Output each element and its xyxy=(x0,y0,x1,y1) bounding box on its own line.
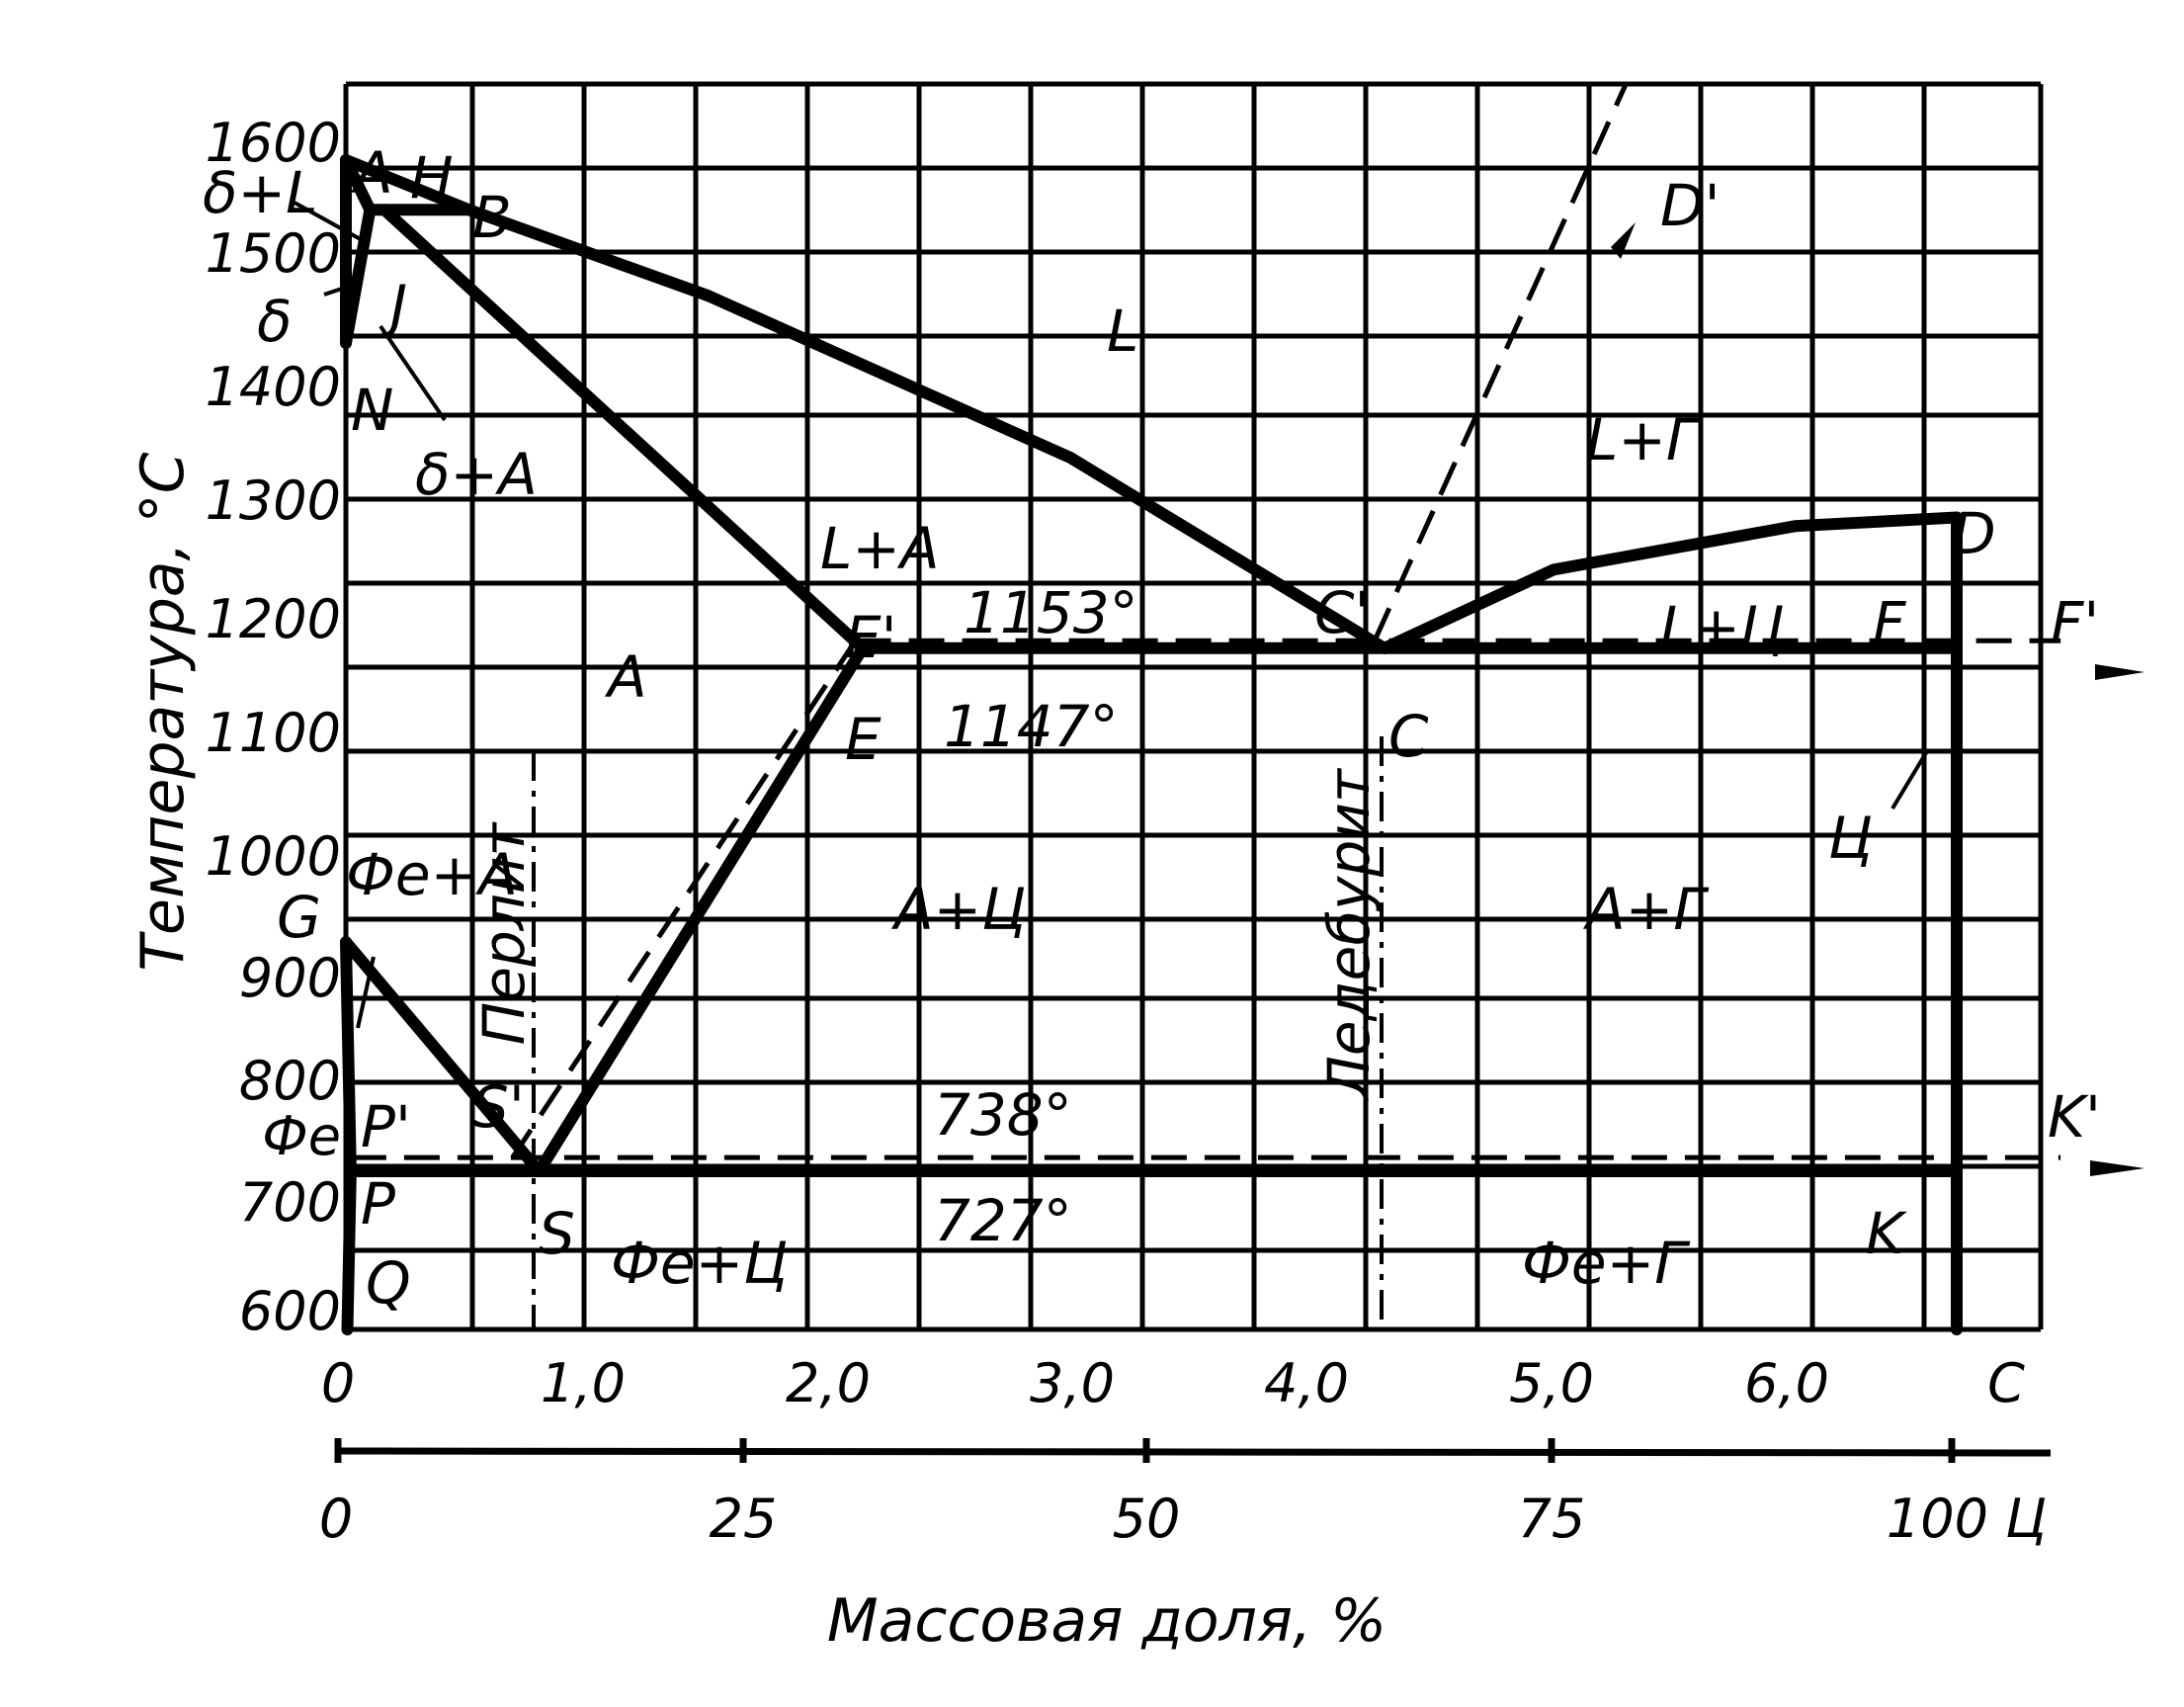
point-label-k-prime: K' xyxy=(2048,1083,2101,1151)
x-cementite-tick-labels: 0 25 50 75 100 Ц xyxy=(319,1488,2047,1550)
x-tick-c: C xyxy=(1987,1352,2025,1414)
temp-annotation-1147: 1147° xyxy=(944,693,1119,760)
xc-tick-0: 0 xyxy=(319,1488,353,1550)
region-label-delta-a: δ+A xyxy=(415,441,538,508)
phase-boundaries xyxy=(340,153,1963,1335)
region-label-a-c: A+Ц xyxy=(890,876,1026,943)
point-label-p-prime: P' xyxy=(361,1093,411,1160)
leader-cementite xyxy=(1890,749,1929,811)
arrow-f-prime xyxy=(2095,664,2144,680)
point-label-e: E xyxy=(845,706,882,773)
x-tick-2: 2,0 xyxy=(786,1352,871,1414)
region-label-l: L xyxy=(1107,298,1138,365)
point-label-e-prime: E' xyxy=(845,604,897,671)
y-tick-1600: 1600 xyxy=(206,112,341,174)
point-label-f: F xyxy=(1873,589,1907,656)
metastable-lines xyxy=(350,82,2061,1160)
y-tick-900: 900 xyxy=(239,947,341,1009)
line-gamma-alpha-gs xyxy=(340,936,546,1177)
region-label-l-a: L+A xyxy=(820,515,940,582)
x-tick-6: 6,0 xyxy=(1744,1352,1829,1414)
line-c-prime-d-prime xyxy=(1372,82,1629,642)
y-tick-labels: 1600 1500 1400 1300 1200 1100 1000 900 8… xyxy=(206,112,341,1342)
point-label-c: C xyxy=(1388,703,1429,770)
x-tick-0: 0 xyxy=(321,1352,355,1414)
y-tick-1300: 1300 xyxy=(206,469,341,532)
temp-annotation-1153: 1153° xyxy=(964,579,1138,646)
point-label-d-prime: D' xyxy=(1660,172,1721,239)
region-label-l-c: L+Ц xyxy=(1660,594,1785,661)
temp-annotation-738: 738° xyxy=(934,1081,1072,1149)
leader-delta-l xyxy=(294,201,367,244)
point-label-q: Q xyxy=(366,1249,411,1317)
arrow-k-prime xyxy=(2090,1160,2144,1176)
y-tick-1000: 1000 xyxy=(206,825,341,888)
point-label-h: H xyxy=(410,144,454,212)
point-labels: A H B J N E E' C C' D D' F F' G P P' Q S… xyxy=(277,139,2101,1317)
point-label-c-prime: C' xyxy=(1314,579,1370,646)
leader-fe-a xyxy=(356,956,376,1029)
y-tick-1100: 1100 xyxy=(206,702,341,764)
point-label-n: N xyxy=(351,377,393,444)
region-label-delta-l: δ+L xyxy=(203,159,317,226)
structure-label-ledeburite: Ледебурит xyxy=(1315,767,1383,1101)
x-tick-3: 3,0 xyxy=(1030,1352,1115,1414)
y-tick-1400: 1400 xyxy=(206,356,341,418)
temp-annotation-727: 727° xyxy=(934,1187,1072,1254)
arrow-d-prime xyxy=(1611,222,1636,259)
region-label-delta: δ xyxy=(257,288,293,355)
line-liquidus-abc xyxy=(340,153,1390,654)
region-label-fe-c: Фе+Ц xyxy=(611,1230,788,1297)
line-solidus-je xyxy=(378,204,869,654)
point-label-a: A xyxy=(350,139,393,207)
region-label-fe-a: Фе+A xyxy=(346,841,518,908)
region-label-l-g: L+Г xyxy=(1586,406,1703,473)
point-label-b: B xyxy=(472,184,512,251)
x-tick-1: 1,0 xyxy=(541,1352,626,1414)
xc-tick-25: 25 xyxy=(710,1488,778,1550)
point-label-s: S xyxy=(539,1200,575,1267)
structure-label-pearlite: Перлит xyxy=(470,820,538,1045)
region-label-fe-g: Фе+Г xyxy=(1522,1230,1691,1297)
line-gp xyxy=(340,936,357,1177)
line-solvus-es xyxy=(533,641,869,1177)
y-tick-1200: 1200 xyxy=(206,588,341,650)
xc-tick-100: 100 Ц xyxy=(1887,1488,2047,1550)
region-labels: L L+Г L+A L+Ц A A+Ц A+Г Фе+A Фе+Ц Фе+Г δ… xyxy=(203,159,1873,1297)
region-label-cementite: Ц xyxy=(1828,805,1873,872)
y-tick-700: 700 xyxy=(239,1171,341,1234)
xc-tick-50: 50 xyxy=(1113,1488,1181,1550)
region-label-a-g: A+Г xyxy=(1582,876,1710,943)
x-tick-5: 5,0 xyxy=(1509,1352,1594,1414)
x-carbon-tick-labels: 0 1,0 2,0 3,0 4,0 5,0 6,0 C xyxy=(321,1352,2025,1414)
point-label-d: D xyxy=(1952,500,1996,567)
leader-delta xyxy=(323,283,355,297)
xc-tick-75: 75 xyxy=(1518,1488,1586,1550)
y-axis-title: Температура, °С xyxy=(128,452,198,971)
y-tick-1500: 1500 xyxy=(206,222,341,285)
y-tick-fe: Фе xyxy=(262,1105,341,1167)
x-axis-title: Массовая доля, % xyxy=(827,1586,1386,1656)
leader-delta-a xyxy=(378,324,447,422)
point-label-k: K xyxy=(1866,1200,1907,1267)
grid xyxy=(343,81,2044,1332)
line-liquidus-cd xyxy=(1378,511,1963,654)
region-label-a: A xyxy=(604,643,647,711)
point-label-f-prime: F' xyxy=(2051,589,2099,656)
line-pq xyxy=(341,1165,357,1335)
y-tick-600: 600 xyxy=(239,1280,341,1342)
line-delta-hn xyxy=(340,204,377,350)
cementite-scale-axis xyxy=(335,1447,2052,1457)
point-label-p: P xyxy=(361,1170,395,1238)
y-tick-800: 800 xyxy=(239,1050,341,1112)
point-label-g: G xyxy=(277,884,321,951)
point-label-s-prime: S' xyxy=(472,1073,525,1141)
x-tick-4: 4,0 xyxy=(1264,1352,1349,1414)
